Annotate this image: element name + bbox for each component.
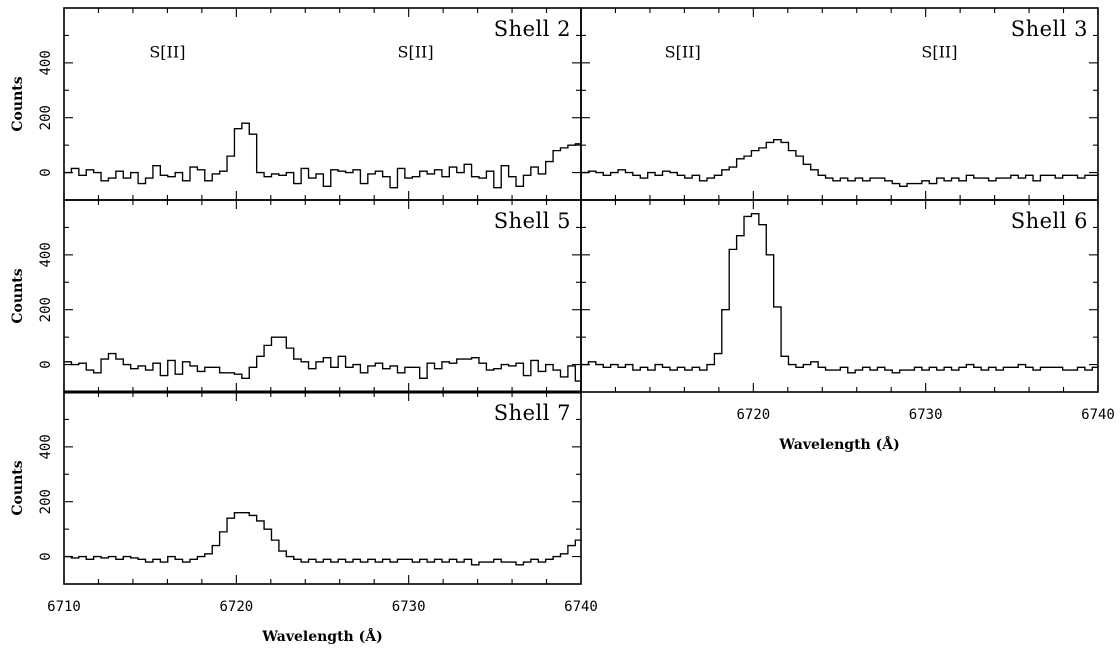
- shell-5-y-tick-label: 200: [38, 297, 54, 322]
- shell-7-panel: 0 200 400 Counts Shell 7 6710 6720 6730 6740 Wave…: [10, 391, 598, 645]
- shell-7-x-tick-label: 6740: [564, 599, 598, 615]
- shell-2-title: Shell 2: [494, 17, 571, 41]
- shell-2-panel: 0 200 400 Counts Shell 2 S[II] S[II]: [10, 7, 582, 201]
- shell-6-title: Shell 6: [1011, 209, 1088, 233]
- shell-2-spectrum-trace: [64, 122, 581, 189]
- shell-2-sii-label: S[II]: [149, 42, 185, 61]
- shell-7-y-axis-label: Counts: [10, 460, 26, 515]
- shell-2-y-tick-label: 200: [38, 105, 54, 130]
- shell-3-title: Shell 3: [1011, 17, 1088, 41]
- shell-2-y-tick-label: 0: [38, 168, 54, 176]
- shell-6-x-tick-label: 6720: [736, 407, 770, 423]
- shell-5-spectrum-trace: [64, 336, 581, 382]
- shell-7-x-tick-label: 6710: [47, 599, 81, 615]
- shell-3-spectrum-trace: [581, 138, 1098, 187]
- shell-3-panel: Shell 3 S[II] S[II]: [580, 7, 1099, 201]
- shell-2-y-tick-label: 400: [38, 50, 54, 75]
- shell-5-y-tick-label: 400: [38, 242, 54, 267]
- shell-6-panel: Shell 6 6720 6730 6740 Wavelength (Å): [580, 199, 1115, 453]
- shell-6-x-tick-label: 6740: [1081, 407, 1115, 423]
- shell-7-y-tick-label: 0: [38, 552, 54, 560]
- shell-2-sii-label: S[II]: [398, 42, 434, 61]
- shell-5-y-axis-label: Counts: [10, 268, 26, 323]
- shell-5-panel: 0 200 400 Counts Shell 5: [10, 199, 582, 393]
- shell-6-x-axis-label: Wavelength (Å): [778, 435, 899, 453]
- shell-3-sii-label: S[II]: [665, 42, 701, 61]
- shell-7-x-axis-label: Wavelength (Å): [261, 627, 382, 645]
- shell-5-y-tick-label: 0: [38, 360, 54, 368]
- shell-7-x-tick-label: 6730: [392, 599, 426, 615]
- shell-5-title: Shell 5: [494, 209, 571, 233]
- shell-2-y-axis-label: Counts: [10, 76, 26, 131]
- shell-7-x-tick-label: 6720: [219, 599, 253, 615]
- shell-7-y-tick-label: 200: [38, 489, 54, 514]
- shell-6-x-tick-label: 6730: [909, 407, 943, 423]
- shell-7-title: Shell 7: [494, 401, 571, 425]
- shell-7-y-tick-label: 400: [38, 434, 54, 459]
- shell-7-spectrum-trace: [64, 512, 581, 566]
- shell-3-sii-label: S[II]: [921, 42, 957, 61]
- shell-6-spectrum-trace: [581, 213, 1098, 374]
- shell-6-frame: [580, 199, 1099, 393]
